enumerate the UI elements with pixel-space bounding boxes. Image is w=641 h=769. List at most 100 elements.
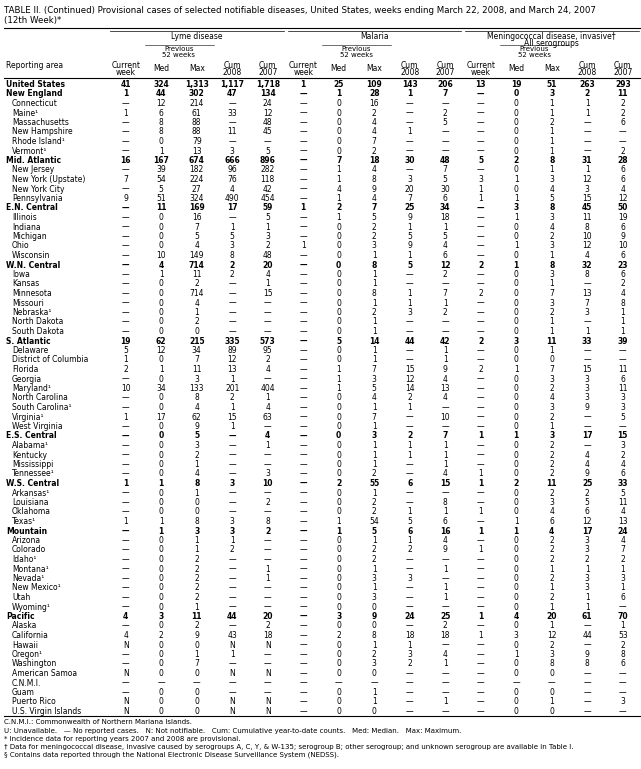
Text: 0: 0: [159, 232, 163, 241]
Text: 8: 8: [549, 261, 554, 269]
Text: —: —: [122, 602, 129, 611]
Text: 1: 1: [372, 536, 377, 545]
Text: 1: 1: [123, 355, 128, 365]
Text: 0: 0: [514, 451, 519, 460]
Text: —: —: [122, 270, 129, 279]
Text: —: —: [264, 422, 272, 431]
Text: 12: 12: [547, 631, 556, 640]
Text: 1: 1: [194, 650, 199, 659]
Text: 20: 20: [547, 612, 557, 621]
Text: 2008: 2008: [578, 68, 597, 77]
Text: —: —: [122, 470, 129, 478]
Text: 8: 8: [372, 261, 377, 269]
Text: —: —: [299, 337, 307, 345]
Text: —: —: [299, 517, 307, 526]
Text: 0: 0: [514, 422, 519, 431]
Text: 1: 1: [408, 403, 412, 412]
Text: 4: 4: [443, 470, 447, 478]
Text: 4: 4: [620, 460, 625, 469]
Text: 20: 20: [263, 612, 273, 621]
Text: —: —: [264, 688, 272, 697]
Text: —: —: [619, 688, 626, 697]
Text: —: —: [299, 650, 307, 659]
Text: 0: 0: [514, 498, 519, 507]
Text: 169: 169: [189, 204, 204, 212]
Text: —: —: [477, 650, 485, 659]
Text: 13: 13: [476, 80, 486, 89]
Text: 1: 1: [585, 108, 590, 118]
Text: Pennsylvania: Pennsylvania: [12, 194, 63, 203]
Text: 1: 1: [301, 204, 306, 212]
Text: TABLE II. (Continued) Provisional cases of selected notifiable diseases, United : TABLE II. (Continued) Provisional cases …: [4, 6, 596, 15]
Text: 9: 9: [585, 650, 590, 659]
Text: 7: 7: [549, 289, 554, 298]
Text: 17: 17: [156, 412, 166, 421]
Text: 0: 0: [337, 697, 341, 707]
Text: W.S. Central: W.S. Central: [6, 479, 59, 488]
Text: 2: 2: [549, 308, 554, 317]
Text: New York City: New York City: [12, 185, 65, 194]
Text: 11: 11: [547, 337, 557, 345]
Text: 2: 2: [372, 650, 377, 659]
Text: Georgia: Georgia: [12, 375, 42, 384]
Text: 5: 5: [549, 194, 554, 203]
Text: 8: 8: [372, 175, 377, 184]
Text: —: —: [583, 621, 591, 631]
Text: 59: 59: [263, 204, 273, 212]
Text: N: N: [123, 669, 129, 678]
Text: —: —: [299, 593, 307, 602]
Text: 18: 18: [405, 631, 415, 640]
Text: 44: 44: [404, 337, 415, 345]
Text: —: —: [299, 137, 307, 146]
Text: 5: 5: [407, 232, 412, 241]
Text: 8: 8: [585, 222, 590, 231]
Text: —: —: [228, 688, 236, 697]
Text: 4: 4: [372, 394, 377, 402]
Text: Illinois: Illinois: [12, 213, 37, 222]
Text: 5: 5: [372, 384, 377, 393]
Text: —: —: [264, 298, 272, 308]
Text: 4: 4: [194, 470, 199, 478]
Text: 1: 1: [478, 479, 483, 488]
Text: 4: 4: [265, 403, 271, 412]
Text: 0: 0: [337, 488, 341, 498]
Text: 0: 0: [159, 241, 163, 251]
Text: 5: 5: [478, 156, 483, 165]
Text: 5: 5: [620, 488, 625, 498]
Text: 1: 1: [337, 213, 341, 222]
Text: 1: 1: [194, 488, 199, 498]
Text: 0: 0: [514, 279, 519, 288]
Text: 2: 2: [159, 631, 163, 640]
Text: 1: 1: [443, 346, 447, 355]
Text: —: —: [228, 555, 236, 564]
Text: Mountain: Mountain: [6, 527, 47, 535]
Text: Previous: Previous: [164, 46, 194, 52]
Text: 6: 6: [620, 251, 625, 260]
Text: 0: 0: [514, 602, 519, 611]
Text: Arkansas¹: Arkansas¹: [12, 488, 50, 498]
Text: —: —: [264, 584, 272, 592]
Text: —: —: [228, 488, 236, 498]
Text: 42: 42: [440, 337, 451, 345]
Text: 9: 9: [443, 365, 447, 374]
Text: 1: 1: [549, 564, 554, 574]
Text: 3: 3: [194, 375, 199, 384]
Text: 0: 0: [337, 460, 341, 469]
Text: 33: 33: [228, 108, 237, 118]
Text: 2: 2: [194, 279, 199, 288]
Text: N: N: [123, 707, 129, 716]
Text: —: —: [477, 697, 485, 707]
Text: 1: 1: [585, 602, 590, 611]
Text: 1: 1: [478, 194, 483, 203]
Text: 109: 109: [367, 80, 382, 89]
Text: 44: 44: [583, 631, 592, 640]
Text: 143: 143: [402, 80, 418, 89]
Text: 3: 3: [372, 431, 377, 441]
Text: 4: 4: [265, 270, 271, 279]
Text: 89: 89: [228, 346, 237, 355]
Text: 1: 1: [337, 194, 341, 203]
Text: —: —: [299, 384, 307, 393]
Text: 0: 0: [514, 660, 519, 668]
Text: —: —: [264, 137, 272, 146]
Text: 11: 11: [618, 498, 628, 507]
